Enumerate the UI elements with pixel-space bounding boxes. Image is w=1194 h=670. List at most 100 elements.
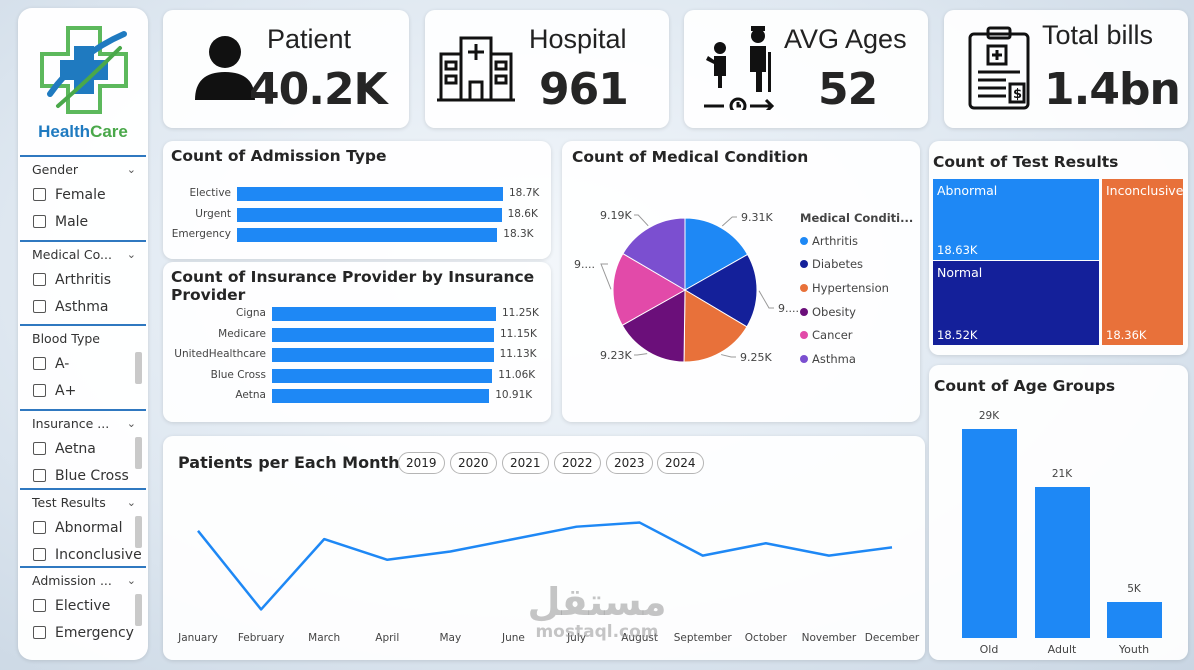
year-filter-2024[interactable]: 2024 xyxy=(657,452,704,474)
chevron-down-icon[interactable]: ⌄ xyxy=(126,162,136,176)
filter-option-label: Arthritis xyxy=(55,271,112,288)
legend-item[interactable]: Obesity xyxy=(800,300,918,324)
legend-item[interactable]: Diabetes xyxy=(800,253,918,277)
pie-data-label: 9.... xyxy=(778,302,799,315)
pie-leader-line xyxy=(600,263,612,290)
treemap-cell-abnormal[interactable]: Abnormal 18.63K xyxy=(933,179,1099,260)
filter-option[interactable]: Asthma xyxy=(20,293,146,320)
kpi-hospital-value: 961 xyxy=(539,64,629,115)
kpi-hospital-label: Hospital xyxy=(529,24,627,54)
checkbox[interactable] xyxy=(33,188,46,201)
filter-sidebar: HealthCare Gender ⌄ Female Male Medical Co..… xyxy=(18,8,148,660)
filter-header[interactable]: Test Results ⌄ xyxy=(20,490,146,514)
checkbox[interactable] xyxy=(33,384,46,397)
age-bar-old[interactable] xyxy=(961,429,1017,638)
bar-value-label: 18.3K xyxy=(503,228,534,240)
year-filter-2021[interactable]: 2021 xyxy=(502,452,549,474)
filter-header[interactable]: Gender ⌄ xyxy=(20,157,146,181)
filter-option[interactable]: Inconclusive xyxy=(20,541,146,568)
filter-option[interactable]: Abnormal xyxy=(20,514,146,541)
filter-option[interactable]: A+ xyxy=(20,377,146,404)
checkbox[interactable] xyxy=(33,215,46,228)
bar[interactable] xyxy=(272,307,496,321)
filter-option[interactable]: Arthritis xyxy=(20,266,146,293)
filter-header[interactable]: Admission ... ⌄ xyxy=(20,568,146,592)
filter-option[interactable]: Female xyxy=(20,181,146,208)
bar[interactable] xyxy=(237,207,502,222)
bar-value-label: 11.15K xyxy=(500,327,537,340)
filter-header[interactable]: Blood Type xyxy=(20,326,146,350)
kpi-patient-card: Patient 40.2K xyxy=(163,10,409,128)
bar[interactable] xyxy=(237,228,498,242)
legend-dot-icon xyxy=(800,307,808,316)
filter-option[interactable]: Male xyxy=(20,208,146,235)
checkbox[interactable] xyxy=(33,442,46,455)
kpi-bills-label: Total bills xyxy=(1042,20,1154,50)
bar-category-label: Old xyxy=(979,643,999,656)
filter-header[interactable]: Medical Co... ⌄ xyxy=(20,242,146,266)
treemap-cell-normal[interactable]: Normal 18.52K xyxy=(933,261,1099,345)
kpi-bills-card: $ Total bills 1.4bn xyxy=(944,10,1188,128)
checkbox[interactable] xyxy=(33,626,46,639)
filter-option[interactable]: Aetna xyxy=(20,435,146,462)
slicer-scrollbar[interactable] xyxy=(135,594,142,626)
slicer-scrollbar[interactable] xyxy=(135,437,142,469)
bar[interactable] xyxy=(272,368,493,383)
pie-slice-diabetes xyxy=(684,253,758,328)
pie-leader-line xyxy=(721,216,737,227)
legend-item[interactable]: Arthritis xyxy=(800,229,918,253)
monthly-chart-title: Patients per Each Month in xyxy=(178,453,422,472)
age-bar-youth[interactable] xyxy=(1106,602,1162,638)
pie-data-label: 9.19K xyxy=(600,209,632,222)
filter-slicer-5: Admission ... ⌄ Elective Emergency xyxy=(20,566,146,646)
medical-condition-chart: Count of Medical Condition 9.31K 9.... 9.2… xyxy=(562,141,920,422)
healthcare-logo-icon xyxy=(40,26,128,114)
age-bar-adult[interactable] xyxy=(1034,486,1090,638)
checkbox[interactable] xyxy=(33,521,46,534)
checkbox[interactable] xyxy=(33,357,46,370)
treemap-cell-inconclusive[interactable]: Inconclusive 18.36K xyxy=(1102,179,1183,345)
bar-category-label: Aetna xyxy=(235,389,266,401)
filter-option-label: Abnormal xyxy=(55,519,123,536)
checkbox[interactable] xyxy=(33,469,46,482)
year-filter-2019[interactable]: 2019 xyxy=(398,452,445,474)
month-tick-label: May xyxy=(439,632,462,644)
checkbox[interactable] xyxy=(33,548,46,561)
filter-option[interactable]: Blue Cross xyxy=(20,462,146,489)
pie-leader-line xyxy=(634,353,648,356)
chevron-down-icon[interactable]: ⌄ xyxy=(126,416,136,430)
chevron-down-icon[interactable]: ⌄ xyxy=(126,247,136,261)
bar[interactable] xyxy=(272,327,494,342)
legend-item[interactable]: Cancer xyxy=(800,323,918,347)
chevron-down-icon[interactable]: ⌄ xyxy=(126,495,136,509)
legend-item[interactable]: Hypertension xyxy=(800,276,918,300)
filter-option[interactable]: Elective xyxy=(20,592,146,619)
filter-slicer-2: Blood Type A- A+ xyxy=(20,324,146,404)
filter-option[interactable]: Emergency xyxy=(20,619,146,646)
checkbox[interactable] xyxy=(33,300,46,313)
checkbox[interactable] xyxy=(33,599,46,612)
slicer-scrollbar[interactable] xyxy=(135,516,142,548)
filter-option-label: Aetna xyxy=(55,440,96,457)
legend-item[interactable]: Asthma xyxy=(800,347,918,371)
medical-chart-title: Count of Medical Condition xyxy=(572,148,809,166)
month-tick-label: June xyxy=(502,632,525,644)
legend-dot-icon xyxy=(800,283,808,292)
filter-option[interactable]: A- xyxy=(20,350,146,377)
legend-dot-icon xyxy=(800,354,808,363)
year-filter-2022[interactable]: 2022 xyxy=(554,452,601,474)
bar-value-label: 11.06K xyxy=(498,368,536,381)
bar[interactable] xyxy=(237,187,503,201)
chevron-down-icon[interactable]: ⌄ xyxy=(126,573,136,587)
year-filter-2020[interactable]: 2020 xyxy=(450,452,497,474)
bar[interactable] xyxy=(272,348,494,362)
filter-header[interactable]: Insurance ... ⌄ xyxy=(20,411,146,435)
year-filter-2023[interactable]: 2023 xyxy=(606,452,653,474)
checkbox[interactable] xyxy=(33,273,46,286)
legend-dot-icon xyxy=(800,260,808,269)
slicer-scrollbar[interactable] xyxy=(135,352,142,384)
monthly-patients-chart: Patients per Each Month in 2019 2020 2021 2… xyxy=(163,436,925,660)
bar-value-label: 18.6K xyxy=(507,207,538,220)
bar[interactable] xyxy=(272,389,490,403)
filter-title: Medical Co... xyxy=(32,246,112,262)
